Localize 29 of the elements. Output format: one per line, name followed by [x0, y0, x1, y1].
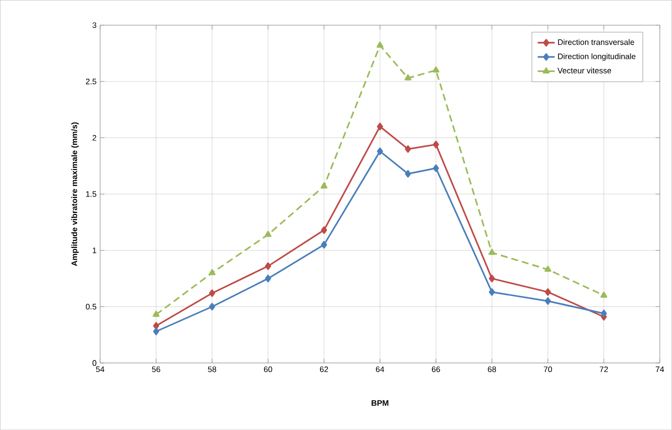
point — [320, 240, 328, 248]
point — [208, 269, 216, 276]
point — [600, 292, 608, 298]
point — [152, 310, 160, 317]
point — [209, 289, 216, 297]
point — [404, 74, 412, 80]
point — [265, 262, 272, 270]
point — [544, 266, 552, 272]
point — [544, 288, 551, 296]
point — [320, 182, 328, 188]
point — [376, 147, 384, 156]
point — [265, 274, 272, 282]
point — [432, 66, 440, 72]
point — [488, 248, 496, 255]
point — [404, 170, 412, 178]
point — [488, 288, 495, 296]
point — [209, 302, 216, 310]
point — [320, 226, 328, 234]
point — [264, 230, 272, 237]
point — [153, 328, 160, 336]
point — [600, 310, 607, 318]
point — [404, 145, 412, 153]
point — [488, 274, 495, 282]
point — [432, 164, 439, 172]
point — [432, 140, 439, 148]
point — [376, 42, 384, 48]
point — [376, 122, 384, 130]
point — [153, 322, 160, 330]
point — [544, 297, 551, 305]
